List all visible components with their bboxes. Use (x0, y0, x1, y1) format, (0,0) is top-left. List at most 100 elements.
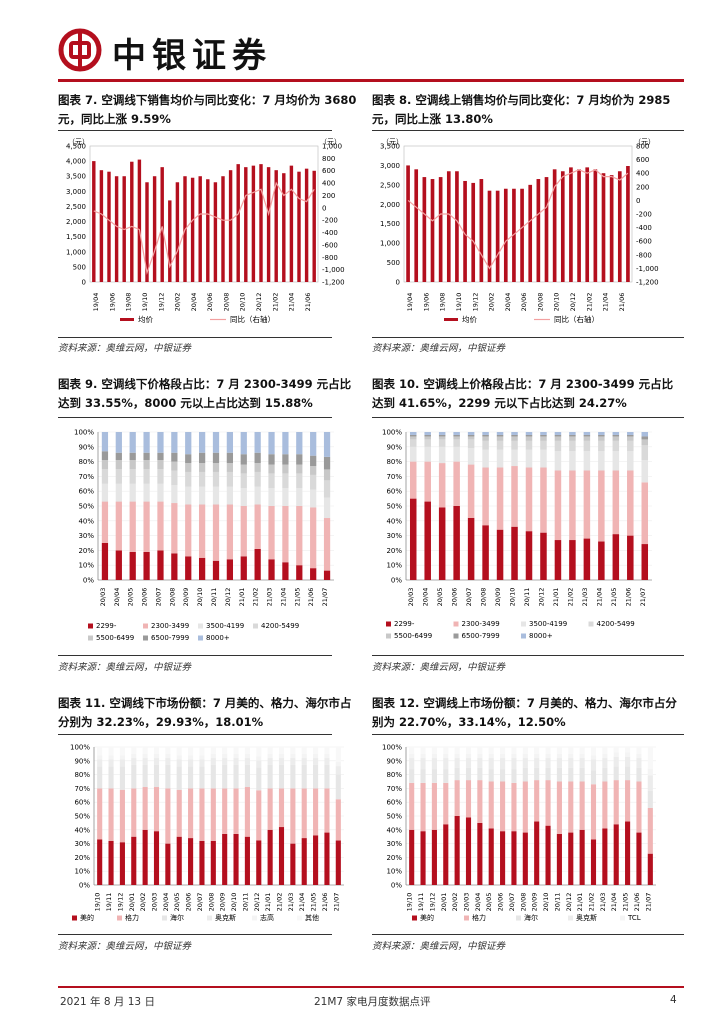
bar-segment (199, 747, 205, 756)
fig8-title: 图表 8. 空调线上销售均价与同比变化：7 月均价为 2985 元，同比上涨 1… (372, 93, 671, 126)
bar-segment (556, 767, 562, 782)
bar-segment (210, 840, 216, 885)
bar-segment (212, 504, 220, 561)
bar-segment (438, 436, 446, 440)
bar-segment (500, 769, 506, 782)
bar-segment (511, 466, 518, 527)
bar-segment (454, 758, 460, 768)
legend-label: 8000+ (206, 634, 230, 642)
y2-tick-label: -200 (636, 211, 652, 219)
x-tick-label: 19/10 (141, 293, 149, 312)
bar-segment (612, 436, 620, 441)
bar-avg-price (99, 170, 104, 282)
bar-segment (222, 758, 228, 765)
bar-segment (199, 840, 205, 885)
bar-segment (296, 464, 303, 474)
y-tick-label: 40% (386, 517, 402, 525)
bar-segment (511, 758, 517, 770)
legend-label: 格力 (125, 913, 139, 922)
x-tick-label: 20/11 (523, 588, 531, 607)
bar-segment (409, 439, 417, 447)
bar-segment (157, 501, 164, 551)
bar-segment (142, 829, 148, 885)
bar-segment (233, 758, 239, 765)
bar-segment (244, 758, 250, 765)
bar-segment (583, 436, 591, 441)
fig9-title: 图表 9. 空调线下价格段占比：7 月 2300-3499 元占比达到 33.5… (58, 377, 352, 410)
bar-segment (157, 483, 164, 502)
y2-tick-label: 200 (636, 183, 649, 191)
bar-segment (324, 764, 330, 789)
bar-segment (556, 781, 562, 834)
bar-segment (142, 758, 148, 765)
bar-segment (226, 432, 234, 453)
bar-segment (256, 790, 262, 841)
legend-swatch (568, 915, 573, 921)
x-tick-label: 21/02 (276, 893, 284, 912)
bar-segment (176, 747, 182, 756)
bar-segment (101, 543, 109, 580)
bar-avg-price (471, 182, 476, 282)
x-tick-label: 20/08 (519, 893, 527, 912)
bar-segment (142, 747, 148, 754)
x-tick-label: 20/02 (139, 893, 147, 912)
bar-avg-price (198, 176, 202, 282)
x-tick-label: 21/03 (266, 588, 274, 607)
bar-segment (185, 471, 192, 487)
x-tick-label: 20/04 (422, 588, 430, 607)
bar-segment (313, 753, 319, 759)
x-tick-label: 20/09 (182, 588, 190, 607)
bar-segment (569, 436, 576, 441)
bar-segment (210, 747, 216, 754)
bar-segment (335, 799, 341, 841)
bar-segment (171, 470, 178, 486)
x-tick-label: 21/06 (304, 293, 312, 312)
x-tick-label: 20/12 (537, 588, 545, 607)
bar-segment (226, 463, 234, 472)
x-tick-label: 20/10 (553, 293, 561, 312)
bar-segment (583, 434, 591, 437)
bar-segment (438, 463, 446, 508)
legend-swatch (207, 915, 212, 921)
fig8-bottom-rule (372, 337, 684, 338)
x-tick-label: 20/07 (508, 893, 516, 912)
bar-segment (602, 747, 608, 754)
bar-segment (278, 788, 285, 828)
legend-label: 8000+ (529, 632, 553, 640)
bar-segment (424, 432, 431, 435)
bar-segment (278, 758, 285, 765)
bar-segment (525, 432, 533, 435)
bar-segment (612, 451, 620, 471)
bar-segment (157, 452, 164, 461)
bar-segment (226, 452, 234, 464)
fig10-title: 图表 10. 空调线上价格段占比：7 月 2300-3499 元占比达到 41.… (372, 377, 674, 410)
bar-segment (212, 432, 220, 453)
bar-segment (590, 747, 597, 756)
bar-segment (119, 747, 125, 756)
bar-segment (129, 501, 136, 552)
bar-segment (157, 550, 164, 580)
bar-segment (482, 449, 489, 468)
bar-segment (443, 824, 449, 885)
bar-avg-price (479, 179, 484, 282)
y-tick-label: 10% (386, 868, 402, 876)
bar-segment (198, 432, 206, 453)
bar-avg-price (593, 169, 598, 282)
bar-segment (256, 767, 262, 791)
bar-segment (165, 843, 171, 885)
bar-segment (233, 753, 239, 759)
fig8-source: 资料来源：奥维云网，中银证券 (372, 343, 506, 354)
y2-tick-label: 600 (636, 156, 649, 164)
bar-segment (453, 461, 460, 506)
bar-avg-price (609, 175, 614, 282)
bar-segment (165, 758, 171, 765)
chart-fig12: 0%10%20%30%40%50%60%70%80%90%100%19/10 19… (382, 744, 656, 922)
bar-segment (613, 747, 619, 753)
bar-segment (323, 480, 331, 498)
bar-avg-price (601, 173, 606, 282)
bar-segment (613, 752, 619, 757)
legend-swatch (198, 635, 203, 641)
bar-segment (409, 747, 415, 754)
bar-segment (143, 460, 150, 469)
bar-segment (467, 464, 475, 518)
